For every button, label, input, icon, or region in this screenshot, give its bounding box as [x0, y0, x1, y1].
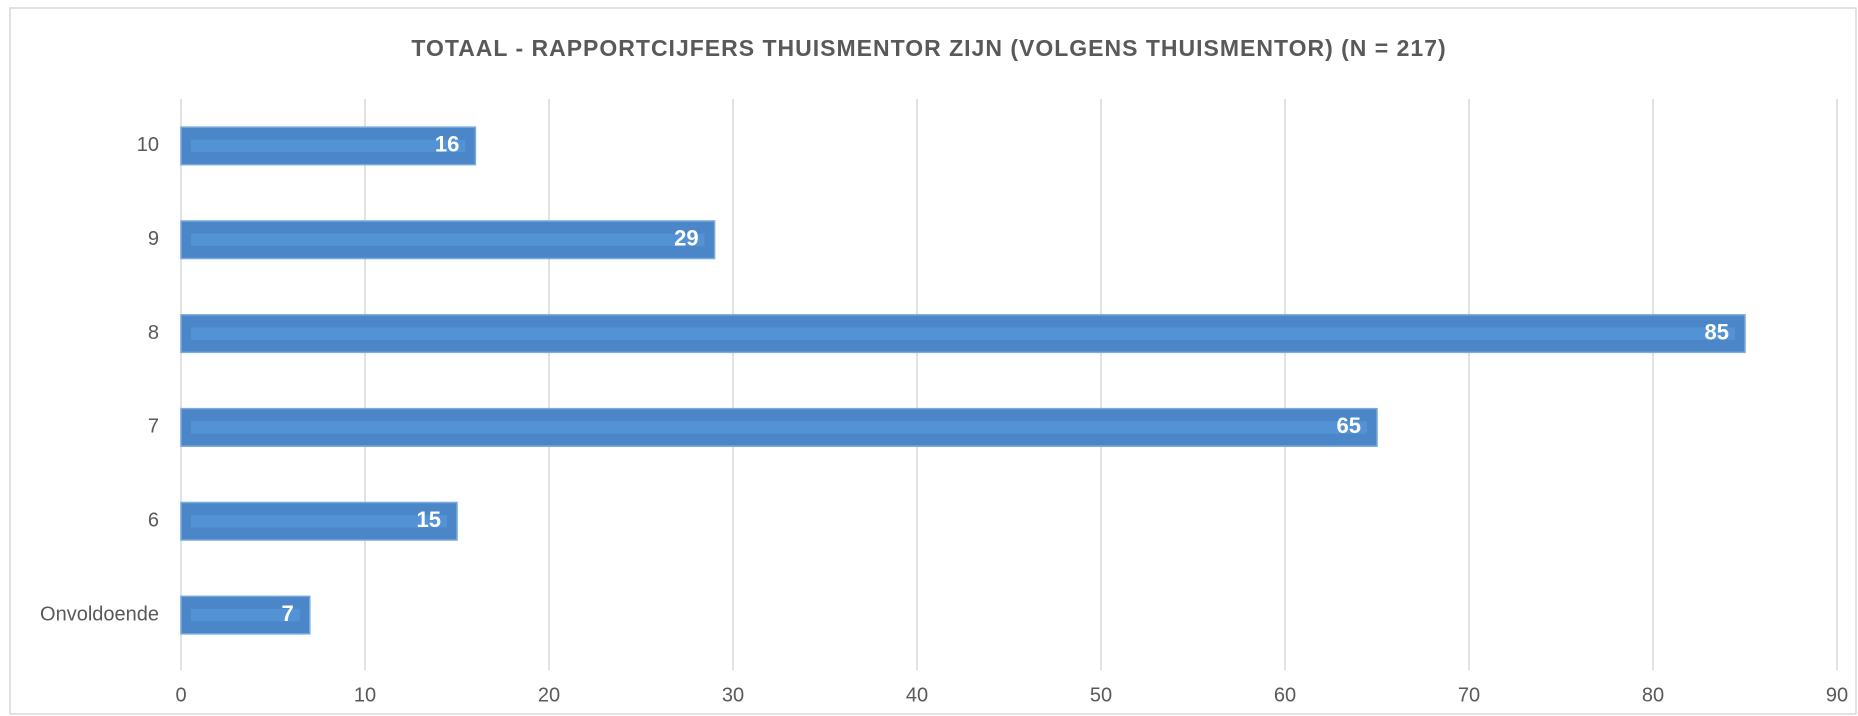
bar-highlight: [191, 139, 466, 153]
bar-highlight: [191, 421, 1367, 434]
chart-frame: [9, 7, 1857, 715]
value-label: 16: [435, 132, 459, 157]
y-tick-label: 10: [137, 134, 159, 156]
x-tick-label: 50: [1090, 684, 1112, 706]
y-tick-label: 8: [148, 322, 159, 344]
value-label: 29: [674, 226, 698, 251]
x-tick-label: 70: [1458, 684, 1480, 706]
bar-highlight: [191, 327, 1735, 340]
x-tick-label: 20: [538, 684, 560, 706]
bar-highlight: [191, 608, 300, 622]
x-tick-label: 10: [354, 684, 376, 706]
chart-title: TOTAAL - RAPPORTCIJFERS THUISMENTOR ZIJN…: [411, 35, 1446, 61]
y-tick-label: Onvoldoende: [40, 603, 159, 625]
y-tick-label: 7: [148, 416, 159, 438]
x-tick-label: 90: [1826, 684, 1848, 706]
value-label: 15: [417, 507, 441, 532]
x-tick-label: 60: [1274, 684, 1296, 706]
x-tick-label: 80: [1642, 684, 1664, 706]
x-tick-label: 0: [175, 684, 186, 706]
x-tick-label: 40: [906, 684, 928, 706]
y-tick-label: 6: [148, 510, 159, 532]
value-label: 85: [1705, 319, 1729, 344]
y-tick-label: 9: [148, 228, 159, 250]
value-label: 65: [1337, 413, 1361, 438]
bar-highlight: [191, 514, 447, 528]
bar-highlight: [191, 233, 705, 247]
value-label: 7: [282, 601, 294, 626]
x-tick-label: 30: [722, 684, 744, 706]
